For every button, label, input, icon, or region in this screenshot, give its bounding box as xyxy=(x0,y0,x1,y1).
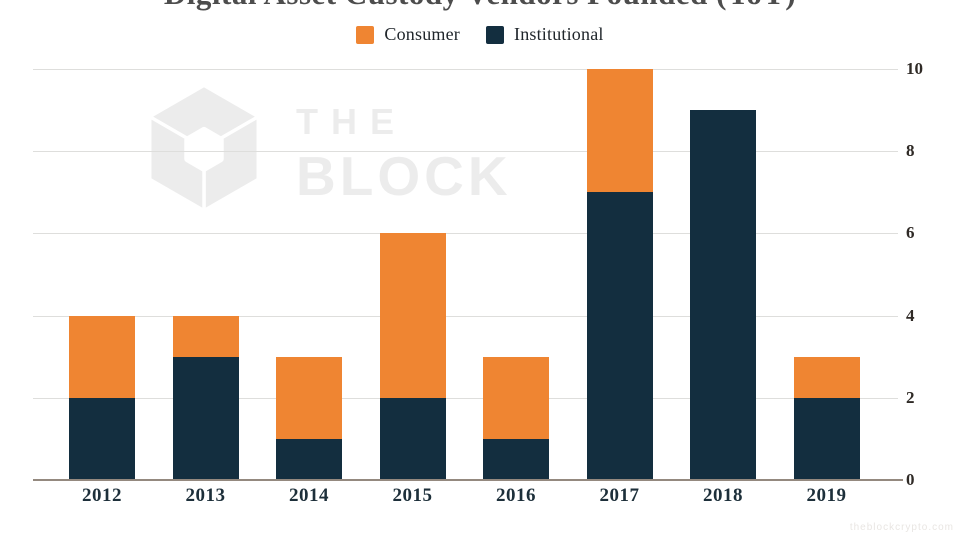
x-axis-label-2019: 2019 xyxy=(806,485,847,506)
bar-2013-institutional xyxy=(172,356,239,480)
x-axis-label-2018: 2018 xyxy=(703,485,743,506)
cube-logo-icon xyxy=(148,83,260,213)
x-axis-label-2016: 2016 xyxy=(496,485,536,506)
x-axis-label-2013: 2013 xyxy=(185,485,226,506)
watermark-line-block: BLOCK xyxy=(296,145,512,207)
gridline-y10 xyxy=(33,69,898,70)
y-axis-tick-label: 2 xyxy=(906,387,915,407)
y-axis-tick-label: 0 xyxy=(906,470,915,489)
bar-2013-consumer xyxy=(172,315,239,357)
y-axis-tick-label: 4 xyxy=(906,305,915,325)
legend-item-consumer: Consumer xyxy=(356,24,460,45)
y-axis-tick-label: 6 xyxy=(906,223,915,243)
watermark-line-the: THE xyxy=(296,101,407,142)
bar-2018-institutional xyxy=(690,110,756,480)
bar-2012-consumer xyxy=(69,315,135,398)
legend-item-institutional: Institutional xyxy=(486,24,604,45)
gridline-y8 xyxy=(33,151,898,153)
gridline-y4 xyxy=(33,315,898,317)
gridline-y6 xyxy=(33,233,898,235)
y-axis-tick-label: 10 xyxy=(906,59,923,78)
bar-2019-consumer xyxy=(793,356,860,398)
legend-label-institutional: Institutional xyxy=(514,24,604,44)
bar-2015-consumer xyxy=(379,233,446,398)
bar-2019-institutional xyxy=(793,397,860,480)
x-axis-label-2014: 2014 xyxy=(289,485,329,506)
x-axis-label-2015: 2015 xyxy=(392,485,433,506)
legend-label-consumer: Consumer xyxy=(384,24,460,44)
bar-2014-institutional xyxy=(276,438,342,480)
watermark-text: THE BLOCK xyxy=(296,82,512,204)
bar-2017-consumer xyxy=(586,69,653,193)
y-axis-tick-label: 8 xyxy=(906,141,915,161)
footer-attribution: theblockcrypto.com xyxy=(849,522,954,533)
bar-2016-consumer xyxy=(483,356,549,439)
bar-2016-institutional xyxy=(483,438,549,480)
page-title: Digital Asset Custody Vendors Founded (Y… xyxy=(0,0,960,12)
gridline-y2 xyxy=(33,397,898,399)
institutional-swatch-icon xyxy=(486,25,504,44)
bar-2017-institutional xyxy=(586,192,653,480)
consumer-swatch-icon xyxy=(356,25,375,44)
x-axis-label-2012: 2012 xyxy=(82,485,122,506)
legend: Consumer Institutional xyxy=(0,24,960,45)
bar-2012-institutional xyxy=(69,397,135,480)
the-block-watermark: THE BLOCK xyxy=(130,82,512,214)
x-axis-line xyxy=(33,479,903,481)
bar-2014-consumer xyxy=(276,356,342,439)
bar-2015-institutional xyxy=(379,397,446,480)
x-axis-label-2017: 2017 xyxy=(599,485,640,506)
